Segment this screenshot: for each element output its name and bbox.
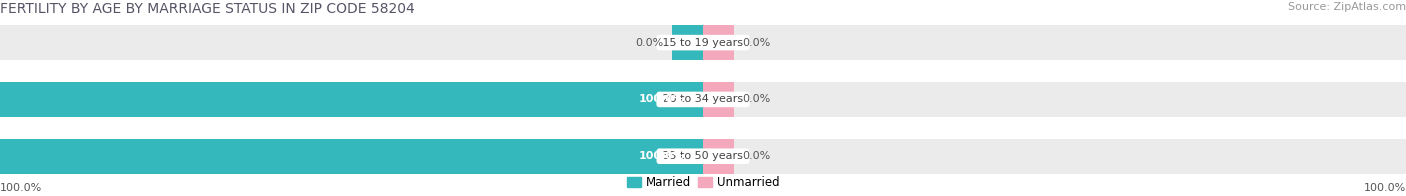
Text: 0.0%: 0.0% — [742, 38, 770, 48]
Bar — [0, 139, 703, 174]
Text: 0.0%: 0.0% — [742, 94, 770, 104]
Bar — [703, 25, 734, 60]
Bar — [672, 139, 703, 174]
Text: 0.0%: 0.0% — [636, 38, 664, 48]
Bar — [703, 82, 734, 117]
Bar — [0, 82, 703, 117]
Bar — [703, 139, 1406, 174]
Bar — [672, 82, 703, 117]
Bar — [0, 25, 703, 60]
Text: FERTILITY BY AGE BY MARRIAGE STATUS IN ZIP CODE 58204: FERTILITY BY AGE BY MARRIAGE STATUS IN Z… — [0, 2, 415, 16]
Legend: Married, Unmarried: Married, Unmarried — [621, 172, 785, 194]
Text: 0.0%: 0.0% — [742, 151, 770, 161]
Bar — [0, 82, 703, 117]
Bar — [703, 139, 734, 174]
Bar — [703, 25, 1406, 60]
Text: 20 to 34 years: 20 to 34 years — [659, 94, 747, 104]
Text: 100.0%: 100.0% — [638, 94, 685, 104]
Bar — [703, 82, 1406, 117]
Bar — [672, 25, 703, 60]
Text: 15 to 19 years: 15 to 19 years — [659, 38, 747, 48]
Text: Source: ZipAtlas.com: Source: ZipAtlas.com — [1288, 2, 1406, 12]
Text: 35 to 50 years: 35 to 50 years — [659, 151, 747, 161]
Text: 100.0%: 100.0% — [1364, 183, 1406, 193]
Bar — [0, 139, 703, 174]
Text: 100.0%: 100.0% — [638, 151, 685, 161]
Text: 100.0%: 100.0% — [0, 183, 42, 193]
